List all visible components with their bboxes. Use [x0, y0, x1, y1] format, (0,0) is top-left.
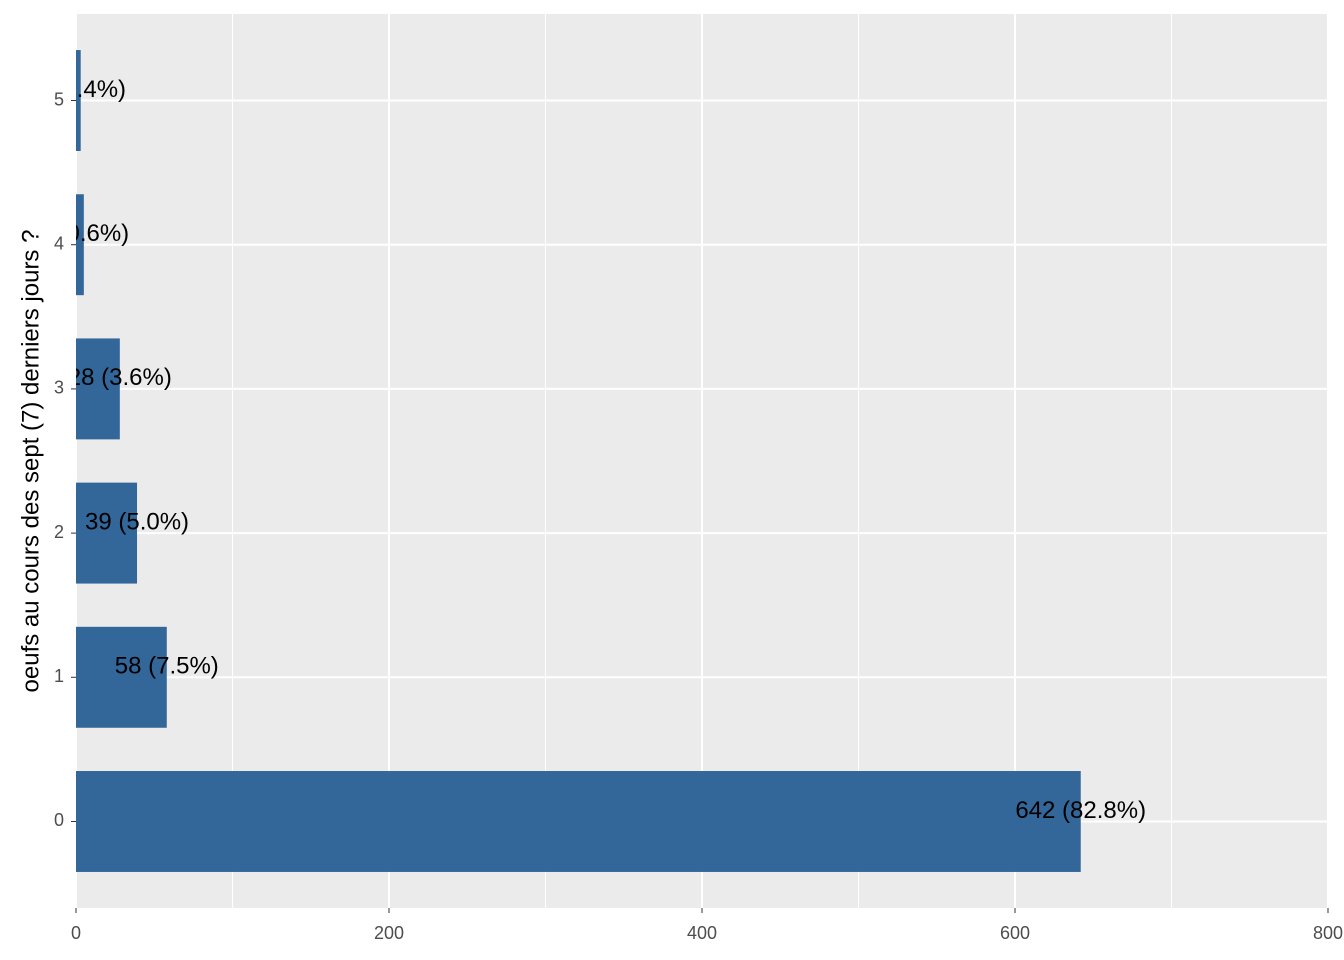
- bar: [76, 626, 167, 728]
- y-tick-label: 4: [54, 233, 64, 253]
- bar: [76, 50, 81, 151]
- bar: [76, 194, 84, 296]
- x-tick-label: 400: [687, 923, 717, 943]
- y-axis-title: oeufs au cours des sept (7) derniers jou…: [17, 230, 44, 693]
- value-label: 28 (3.6%): [68, 364, 172, 391]
- value-label: 58 (7.5%): [115, 653, 219, 680]
- value-label: 5 (0.6%): [38, 220, 129, 247]
- value-label: 3 (0.4%): [35, 76, 126, 103]
- x-tick-label: 200: [374, 923, 404, 943]
- y-tick-label: 0: [54, 810, 64, 830]
- x-tick-label: 600: [1000, 923, 1030, 943]
- y-tick-label: 1: [54, 666, 64, 686]
- bar: [76, 338, 120, 440]
- bar: [76, 771, 1081, 872]
- y-tick-label: 3: [54, 378, 64, 398]
- value-label: 642 (82.8%): [1015, 797, 1146, 824]
- bar: [76, 482, 138, 584]
- x-tick-label: 800: [1313, 923, 1343, 943]
- y-tick-label: 2: [54, 522, 64, 542]
- x-tick-label: 0: [71, 923, 81, 943]
- value-label: 39 (5.0%): [85, 508, 189, 535]
- y-tick-label: 5: [54, 89, 64, 109]
